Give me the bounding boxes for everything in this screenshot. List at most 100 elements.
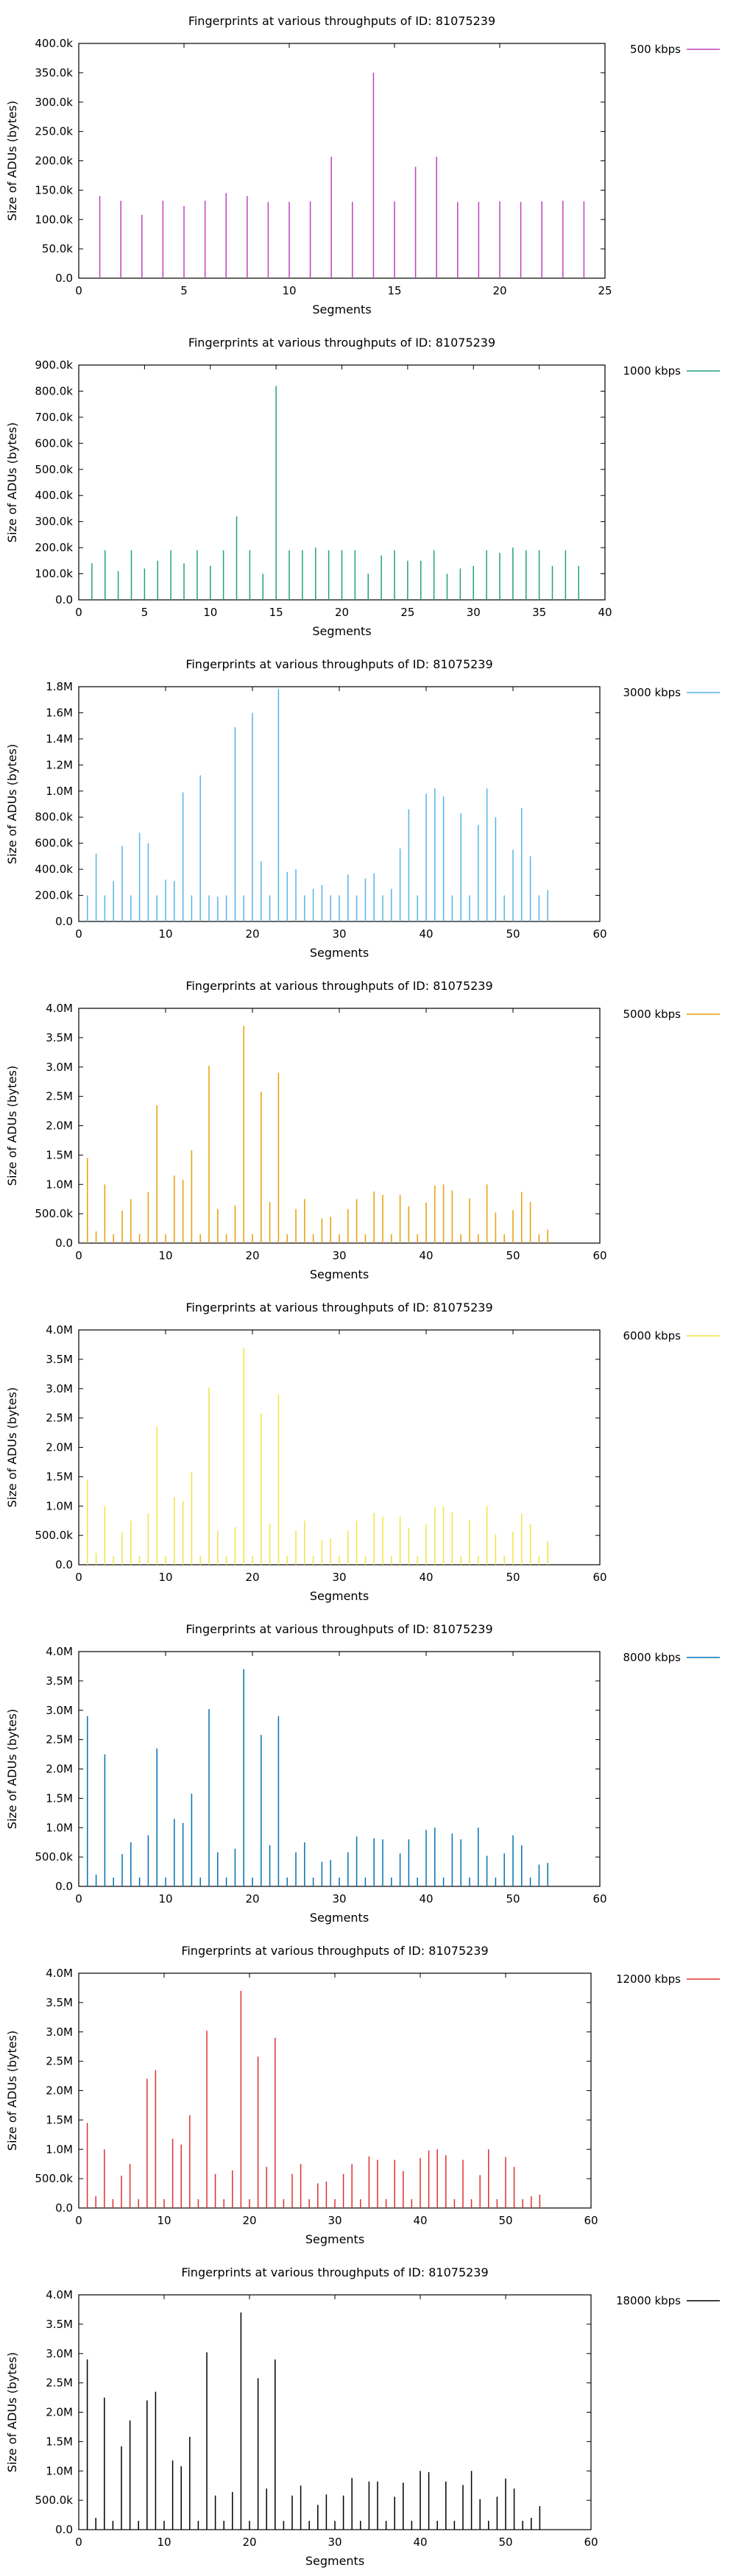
y-axis-label: Size of ADUs (bytes) (5, 1066, 19, 1186)
y-tick-label: 300.0k (35, 515, 73, 528)
legend-label: 1000 kbps (623, 364, 682, 378)
y-tick-label: 200.0k (35, 541, 73, 554)
x-tick-label: 5 (180, 284, 188, 297)
x-tick-label: 60 (584, 2536, 598, 2549)
x-axis-label: Segments (310, 1911, 369, 1925)
x-axis-label: Segments (310, 1267, 369, 1281)
x-tick-label: 30 (332, 1892, 346, 1906)
x-tick-label: 20 (492, 284, 506, 297)
y-axis-label: Size of ADUs (bytes) (5, 2352, 19, 2472)
x-tick-label: 60 (592, 1249, 606, 1262)
y-tick-label: 0.0 (55, 915, 73, 928)
y-axis-label: Size of ADUs (bytes) (5, 1387, 19, 1507)
x-tick-label: 0 (75, 1571, 82, 1584)
y-tick-label: 3.0M (46, 2347, 73, 2360)
x-tick-label: 20 (242, 2214, 256, 2227)
y-tick-label: 1.5M (46, 2435, 73, 2448)
y-tick-label: 2.5M (46, 1090, 73, 1103)
legend-label: 500 kbps (630, 43, 681, 56)
x-tick-label: 40 (598, 606, 612, 619)
y-tick-label: 3.5M (46, 1996, 73, 2009)
series-1 (99, 72, 585, 278)
chart-title: Fingerprints at various throughputs of I… (181, 1944, 488, 1958)
y-tick-label: 2.0M (46, 1441, 73, 1454)
x-tick-label: 30 (328, 2214, 342, 2227)
y-tick-label: 400.0k (35, 863, 73, 876)
y-tick-label: 1.0M (46, 1821, 73, 1834)
y-tick-label: 600.0k (35, 436, 73, 450)
x-tick-label: 20 (245, 1892, 259, 1906)
x-tick-label: 10 (158, 1892, 172, 1906)
chart-title: Fingerprints at various throughputs of I… (185, 979, 492, 993)
chart-title: Fingerprints at various throughputs of I… (188, 336, 495, 350)
x-tick-label: 50 (506, 1571, 520, 1584)
y-tick-label: 500.0k (35, 463, 73, 476)
x-tick-label: 0 (75, 1249, 82, 1262)
y-tick-label: 500.0k (35, 2172, 73, 2185)
series-1 (86, 2312, 541, 2530)
y-tick-label: 1.5M (46, 1470, 73, 1483)
y-tick-label: 50.0k (42, 242, 73, 255)
y-tick-label: 1.5M (46, 1148, 73, 1161)
y-tick-label: 900.0k (35, 358, 73, 372)
y-tick-label: 1.2M (46, 758, 73, 771)
x-axis-label: Segments (312, 624, 371, 638)
y-tick-label: 1.5M (46, 2113, 73, 2126)
y-tick-label: 700.0k (35, 411, 73, 424)
plot-frame (78, 43, 606, 279)
y-tick-label: 3.5M (46, 1031, 73, 1044)
x-tick-label: 50 (506, 1249, 520, 1262)
y-tick-label: 800.0k (35, 810, 73, 824)
series-1 (87, 689, 548, 921)
x-tick-label: 60 (592, 927, 606, 941)
chart-title: Fingerprints at various throughputs of I… (185, 1622, 492, 1636)
y-tick-label: 3.0M (46, 1704, 73, 1717)
legend-label: 5000 kbps (623, 1008, 682, 1021)
x-tick-label: 10 (157, 2536, 171, 2549)
y-tick-label: 300.0k (35, 96, 73, 109)
y-tick-label: 400.0k (35, 489, 73, 502)
y-tick-label: 2.0M (46, 2084, 73, 2098)
y-tick-label: 1.6M (46, 706, 73, 719)
chart-title: Fingerprints at various throughputs of I… (185, 1301, 492, 1314)
y-tick-label: 500.0k (35, 1207, 73, 1220)
legend-label: 12000 kbps (616, 1972, 681, 1986)
y-tick-label: 3.5M (46, 2318, 73, 2331)
x-tick-label: 0 (75, 927, 82, 941)
x-tick-label: 20 (245, 927, 259, 941)
x-axis-label: Segments (312, 302, 371, 316)
x-tick-label: 15 (387, 284, 401, 297)
x-tick-label: 0 (75, 2214, 82, 2227)
legend-label: 6000 kbps (623, 1329, 682, 1342)
y-tick-label: 200.0k (35, 889, 73, 902)
legend-label: 3000 kbps (623, 686, 682, 699)
chart-2: Fingerprints at various throughputs of I… (5, 336, 720, 638)
y-tick-label: 3.0M (46, 1382, 73, 1395)
x-tick-label: 10 (203, 606, 217, 619)
y-tick-label: 250.0k (35, 125, 73, 138)
y-tick-label: 3.0M (46, 2025, 73, 2039)
chart-title: Fingerprints at various throughputs of I… (185, 657, 492, 671)
y-tick-label: 2.0M (46, 1119, 73, 1133)
x-tick-label: 10 (158, 1249, 172, 1262)
x-tick-label: 60 (592, 1571, 606, 1584)
y-tick-label: 1.5M (46, 1791, 73, 1805)
chart-4: Fingerprints at various throughputs of I… (5, 979, 720, 1281)
y-axis-label: Size of ADUs (bytes) (5, 2031, 19, 2151)
x-tick-label: 40 (419, 1249, 433, 1262)
y-tick-label: 500.0k (35, 1529, 73, 1542)
y-tick-label: 500.0k (35, 1850, 73, 1864)
chart-1: Fingerprints at various throughputs of I… (5, 14, 720, 316)
x-tick-label: 30 (328, 2536, 342, 2549)
y-tick-label: 2.0M (46, 1763, 73, 1776)
y-tick-label: 350.0k (35, 66, 73, 79)
x-tick-label: 0 (75, 284, 82, 297)
x-axis-label: Segments (310, 1589, 369, 1603)
y-tick-label: 3.5M (46, 1674, 73, 1688)
chart-8: Fingerprints at various throughputs of I… (5, 2265, 720, 2568)
legend-label: 8000 kbps (623, 1651, 682, 1664)
y-tick-label: 2.5M (46, 2055, 73, 2068)
x-tick-label: 40 (419, 927, 433, 941)
x-tick-label: 40 (419, 1571, 433, 1584)
